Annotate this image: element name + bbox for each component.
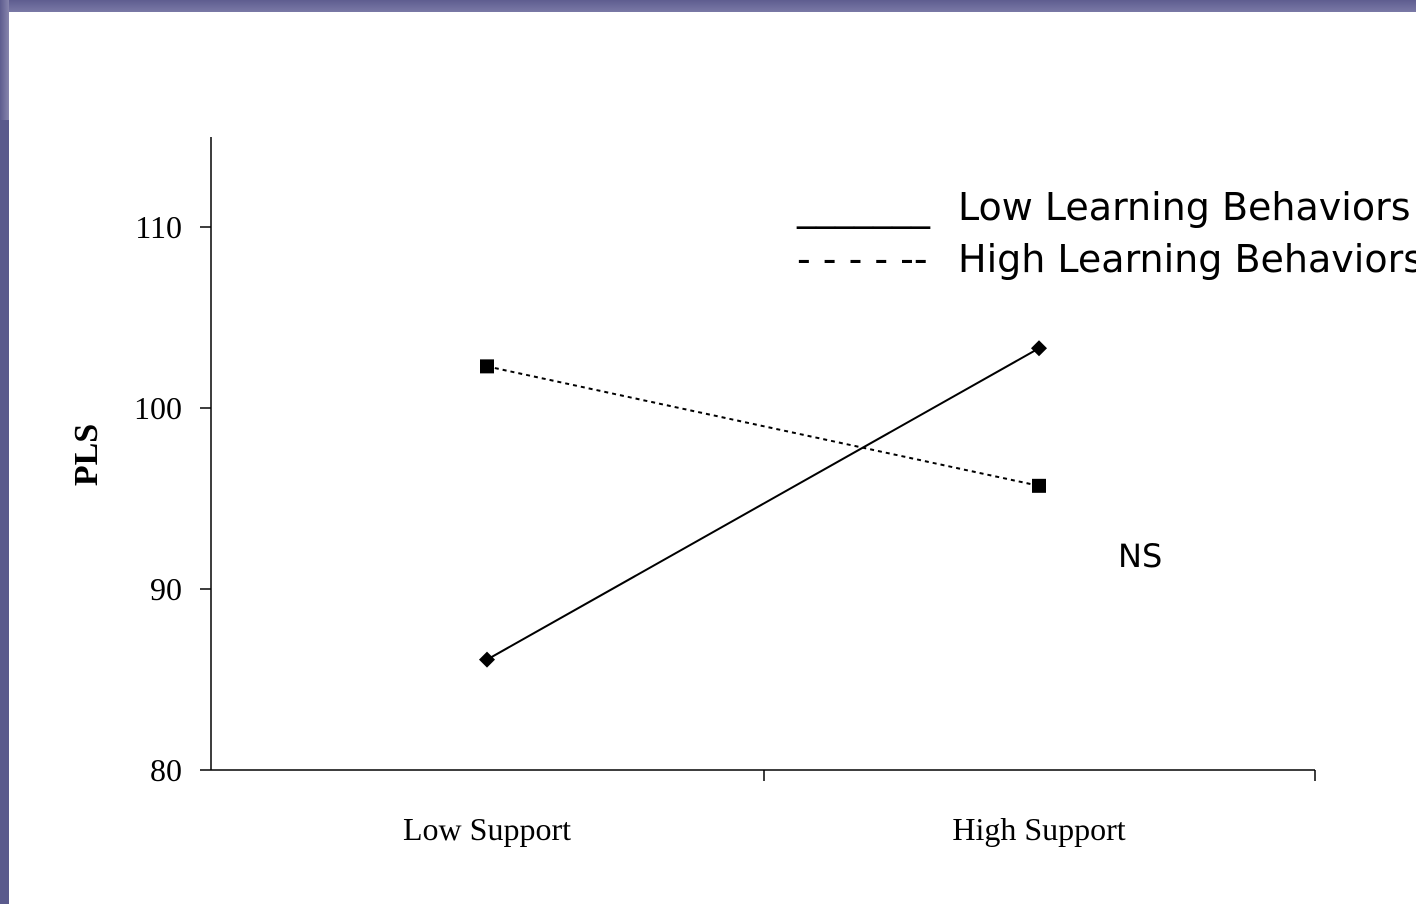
series-line-low-learning (486, 347, 1040, 661)
slide-left-bar-dark (0, 120, 9, 904)
y-ticks-group: 80 90 100 110 (134, 209, 211, 788)
legend-label-high: High Learning Behaviors (958, 237, 1416, 281)
y-tick-label: 80 (150, 752, 182, 788)
slide-top-bar (0, 0, 1416, 12)
data-point-square (1032, 478, 1046, 493)
series-layer (479, 340, 1047, 668)
y-tick-label: 100 (134, 390, 182, 426)
ns-annotation: NS (1118, 537, 1162, 575)
y-tick-label: 90 (150, 571, 182, 607)
series-line-high-learning (486, 365, 1040, 487)
legend: _______ Low Learning Behaviors - - - - -… (796, 185, 1416, 281)
data-point-diamond (1031, 340, 1047, 357)
data-point-diamond (479, 651, 495, 668)
data-point-square (480, 359, 494, 374)
legend-sample-high: - - - - -- (797, 237, 928, 281)
x-labels-group: Low Support High Support (403, 811, 1126, 847)
legend-label-low: Low Learning Behaviors (958, 185, 1411, 229)
y-tick-label: 110 (135, 209, 182, 245)
legend-sample-low: _______ (796, 185, 931, 229)
y-axis-title: PLS (68, 424, 105, 486)
x-tick-label: High Support (952, 811, 1125, 847)
x-tick-label: Low Support (403, 811, 571, 847)
